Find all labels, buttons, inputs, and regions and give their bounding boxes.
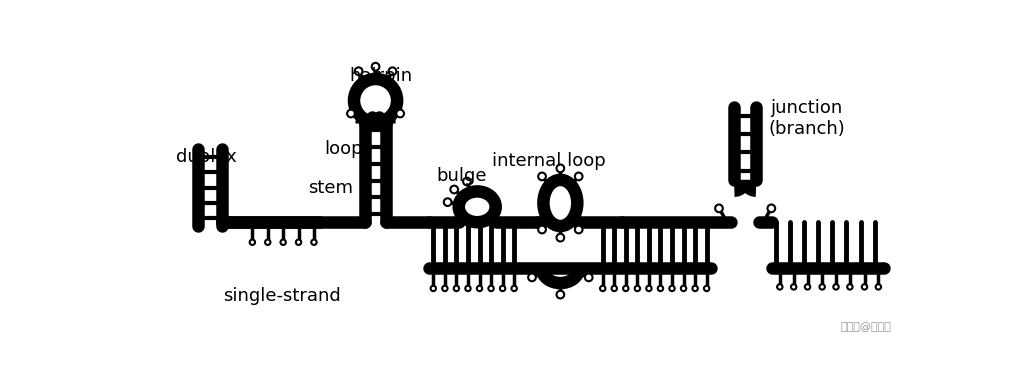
Ellipse shape <box>847 284 853 290</box>
Ellipse shape <box>454 286 459 291</box>
Text: internal loop: internal loop <box>492 152 606 170</box>
Ellipse shape <box>459 191 495 222</box>
Circle shape <box>354 79 397 122</box>
Ellipse shape <box>281 240 286 245</box>
Ellipse shape <box>431 286 436 291</box>
Ellipse shape <box>396 110 404 117</box>
Ellipse shape <box>499 286 505 291</box>
Text: single-strand: single-strand <box>223 287 340 305</box>
Ellipse shape <box>681 286 686 291</box>
Ellipse shape <box>875 284 881 290</box>
Ellipse shape <box>556 164 564 172</box>
Ellipse shape <box>820 284 825 290</box>
Ellipse shape <box>442 286 448 291</box>
Ellipse shape <box>451 186 458 193</box>
Ellipse shape <box>704 286 709 291</box>
Ellipse shape <box>791 284 796 290</box>
Text: junction
(branch): junction (branch) <box>769 99 845 138</box>
Ellipse shape <box>834 284 839 290</box>
Ellipse shape <box>477 286 482 291</box>
Text: bulge: bulge <box>437 167 487 185</box>
Ellipse shape <box>556 234 564 241</box>
Ellipse shape <box>612 286 617 291</box>
Ellipse shape <box>623 286 628 291</box>
Text: loop: loop <box>324 140 363 158</box>
Ellipse shape <box>646 286 651 291</box>
Ellipse shape <box>543 180 577 226</box>
Ellipse shape <box>249 240 255 245</box>
Text: duplex: duplex <box>176 148 236 166</box>
Ellipse shape <box>512 286 517 291</box>
Ellipse shape <box>670 286 675 291</box>
Ellipse shape <box>355 67 363 75</box>
Text: 搜狐号@基因狐: 搜狐号@基因狐 <box>841 322 891 332</box>
Ellipse shape <box>556 291 564 299</box>
Ellipse shape <box>488 286 493 291</box>
Ellipse shape <box>463 177 471 185</box>
Ellipse shape <box>574 173 582 180</box>
Ellipse shape <box>585 273 593 281</box>
Ellipse shape <box>444 198 452 206</box>
Ellipse shape <box>805 284 810 290</box>
Ellipse shape <box>862 284 867 290</box>
Ellipse shape <box>465 286 471 291</box>
Ellipse shape <box>538 173 546 180</box>
Ellipse shape <box>311 240 317 245</box>
Ellipse shape <box>347 110 355 117</box>
Ellipse shape <box>715 205 723 212</box>
Ellipse shape <box>265 240 270 245</box>
Ellipse shape <box>600 286 606 291</box>
Ellipse shape <box>296 240 301 245</box>
Ellipse shape <box>635 286 640 291</box>
Ellipse shape <box>693 286 698 291</box>
Text: stem: stem <box>308 179 354 197</box>
Ellipse shape <box>657 286 664 291</box>
Ellipse shape <box>538 226 546 233</box>
Ellipse shape <box>528 273 536 281</box>
Text: hairpin: hairpin <box>349 67 412 85</box>
Ellipse shape <box>768 205 775 212</box>
Ellipse shape <box>372 63 380 71</box>
Ellipse shape <box>574 226 582 233</box>
Ellipse shape <box>777 284 782 290</box>
Ellipse shape <box>389 67 396 75</box>
